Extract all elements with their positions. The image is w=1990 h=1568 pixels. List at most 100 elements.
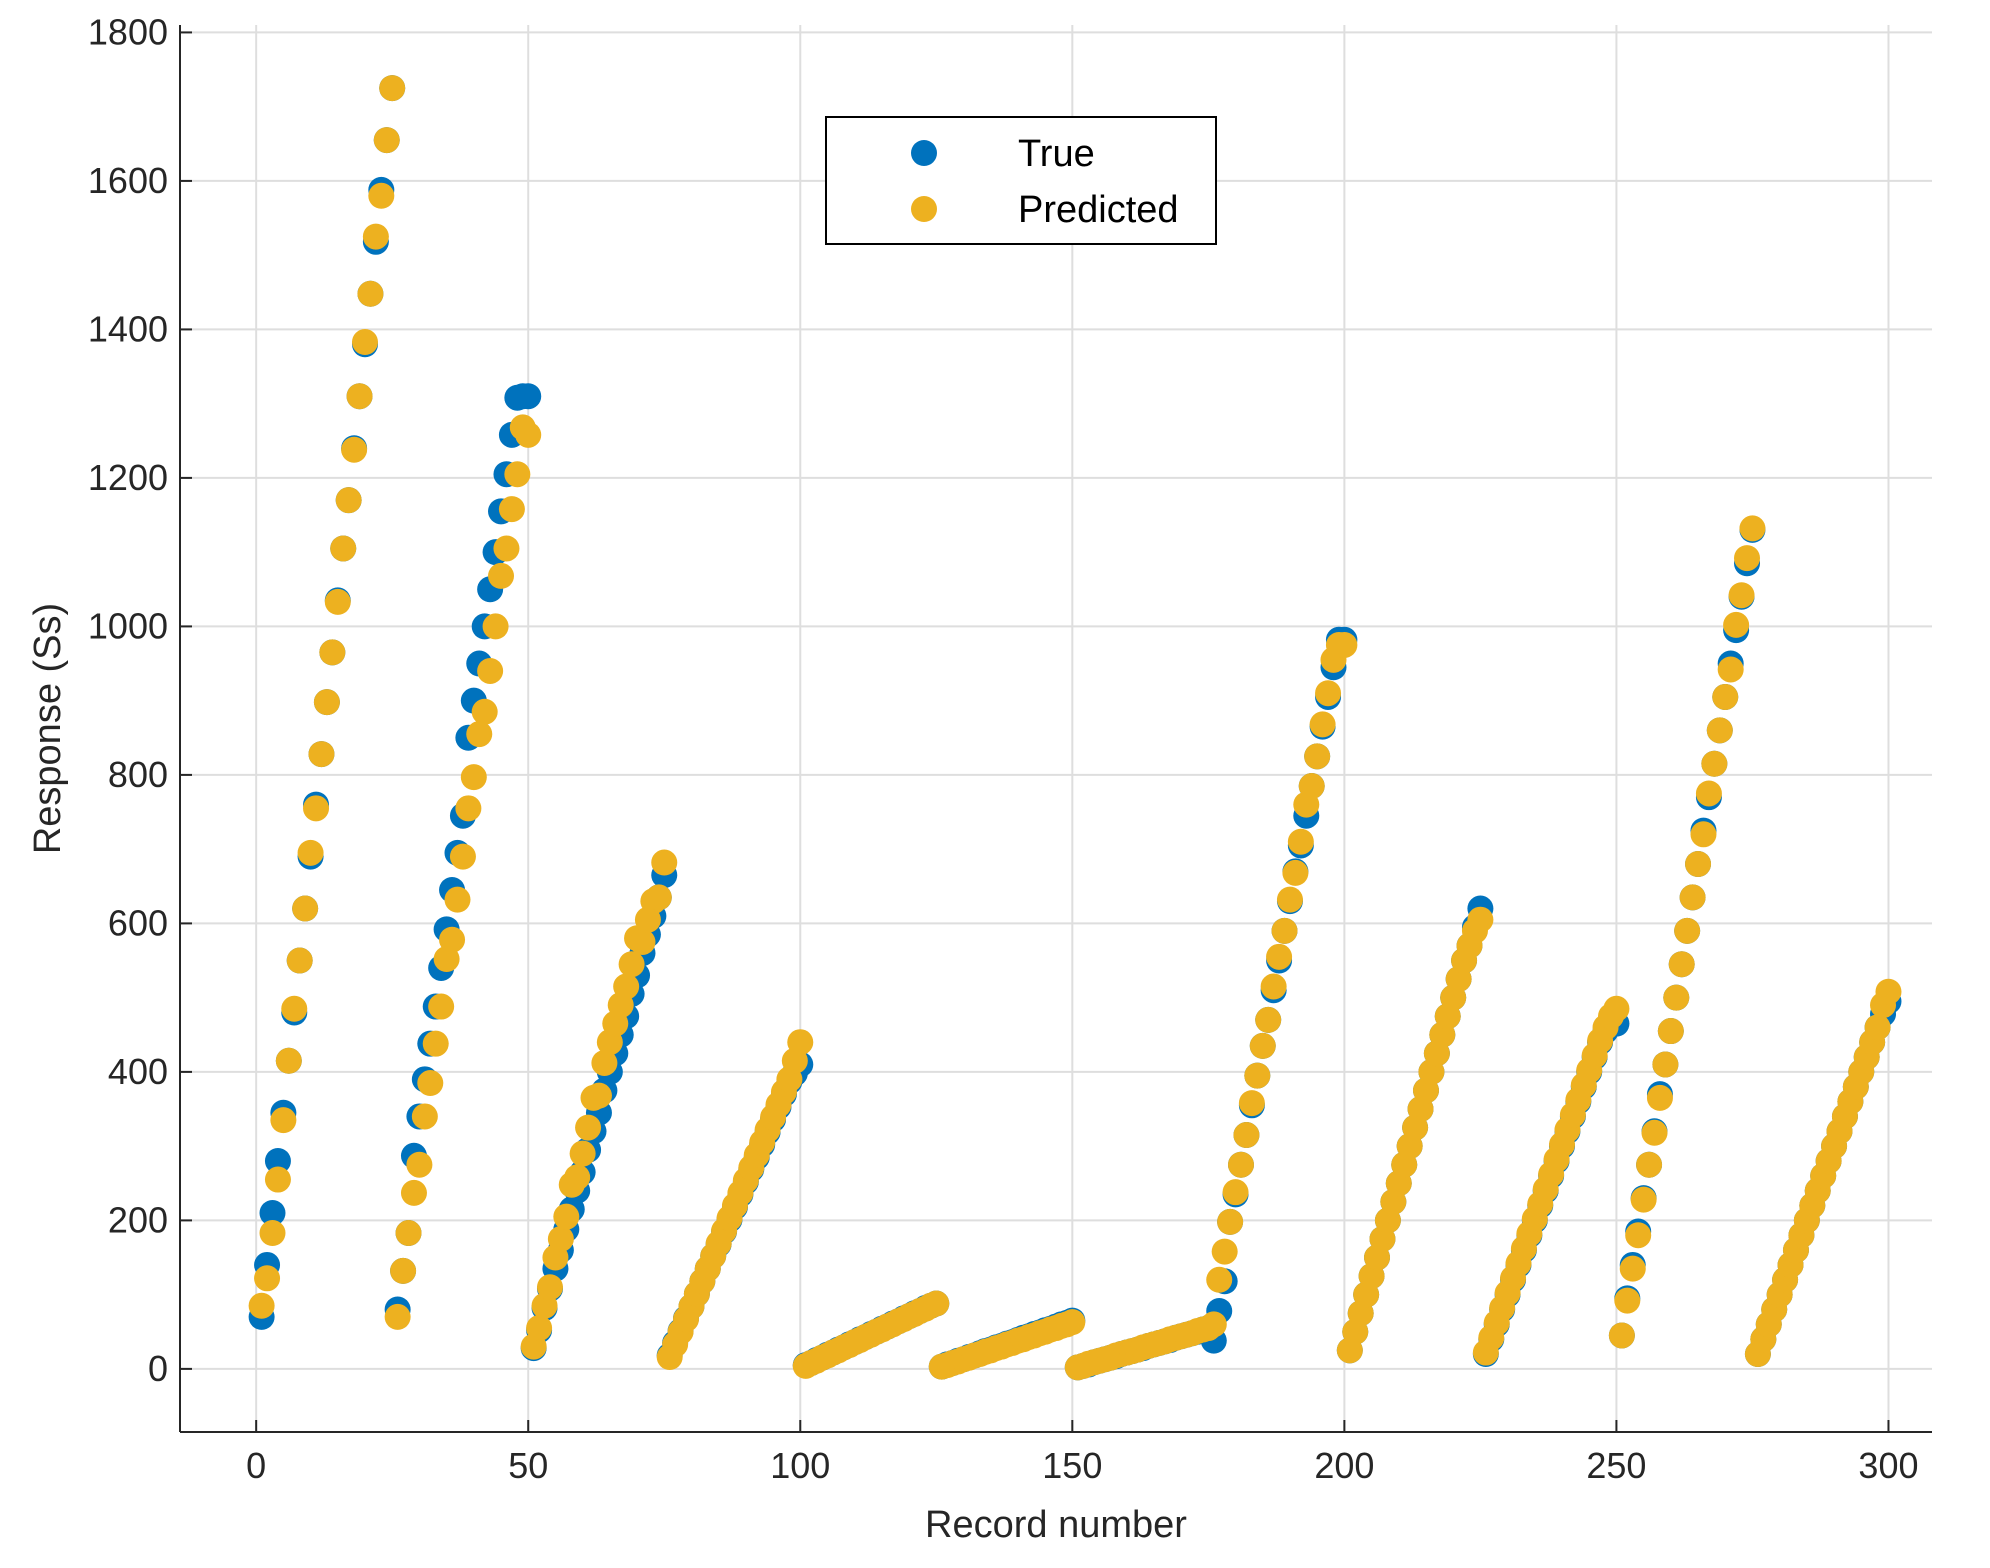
data-point-predicted: [1864, 1014, 1891, 1041]
data-point-predicted: [1244, 1062, 1271, 1089]
y-tick-label: 200: [108, 1199, 168, 1240]
data-point-predicted: [330, 535, 357, 562]
data-point-predicted: [471, 698, 498, 725]
data-point-predicted: [303, 795, 330, 822]
x-tick-label: 250: [1586, 1445, 1646, 1486]
data-point-predicted: [362, 223, 389, 250]
data-point-predicted: [651, 849, 678, 876]
data-point-predicted: [787, 1029, 814, 1056]
data-point-predicted: [1059, 1309, 1086, 1336]
data-point-predicted: [1723, 611, 1750, 638]
data-point-predicted: [1679, 884, 1706, 911]
data-point-predicted: [498, 496, 525, 523]
data-point-predicted: [444, 886, 471, 913]
data-point-predicted: [1331, 631, 1358, 658]
data-point-predicted: [1211, 1238, 1238, 1265]
data-point-predicted: [390, 1257, 417, 1284]
data-point-predicted: [1266, 943, 1293, 970]
data-point-predicted: [373, 127, 400, 154]
data-point-predicted: [575, 1114, 602, 1141]
x-axis-title: Record number: [925, 1504, 1187, 1546]
legend-marker-true: [911, 140, 937, 166]
data-point-predicted: [515, 421, 542, 448]
data-point-predicted: [1255, 1006, 1282, 1033]
data-point-true: [515, 383, 542, 410]
data-point-predicted: [1298, 773, 1325, 800]
data-point-predicted: [292, 895, 319, 922]
data-point-predicted: [1717, 656, 1744, 683]
data-points: [248, 75, 1902, 1381]
data-point-predicted: [1734, 545, 1761, 572]
legend-marker-predicted: [911, 196, 937, 222]
data-point-predicted: [1701, 750, 1728, 777]
data-point-predicted: [1282, 859, 1309, 886]
data-point-predicted: [1315, 680, 1342, 707]
data-point-predicted: [422, 1030, 449, 1057]
data-point-predicted: [1630, 1186, 1657, 1213]
data-point-predicted: [564, 1164, 591, 1191]
data-point-predicted: [618, 951, 645, 978]
data-point-predicted: [1625, 1222, 1652, 1249]
data-point-predicted: [569, 1140, 596, 1167]
data-point-predicted: [411, 1103, 438, 1130]
data-point-predicted: [1233, 1122, 1260, 1149]
data-point-predicted: [455, 795, 482, 822]
axes: [179, 25, 1932, 1433]
data-point-predicted: [553, 1203, 580, 1230]
data-point-predicted: [591, 1049, 618, 1076]
x-tick-label: 50: [508, 1445, 548, 1486]
data-point-predicted: [313, 689, 340, 716]
y-tick-label: 600: [108, 902, 168, 943]
data-point-predicted: [1200, 1311, 1227, 1338]
data-point-predicted: [439, 926, 466, 953]
data-point-predicted: [1287, 828, 1314, 855]
data-point-predicted: [629, 928, 656, 955]
legend-box: [825, 116, 1217, 245]
x-tick-label: 200: [1314, 1445, 1374, 1486]
data-point-predicted: [417, 1070, 444, 1097]
data-point-predicted: [482, 613, 509, 640]
y-axis-title: Response (Ss): [27, 603, 69, 854]
y-tick-label: 1000: [88, 605, 168, 646]
data-point-predicted: [1217, 1208, 1244, 1235]
data-point-predicted: [1657, 1018, 1684, 1045]
data-point-predicted: [259, 1220, 286, 1247]
legend-label-predicted: Predicted: [1018, 189, 1179, 231]
data-point-predicted: [1260, 973, 1287, 1000]
data-point-predicted: [286, 947, 313, 974]
data-point-predicted: [384, 1303, 411, 1330]
data-point-predicted: [254, 1265, 281, 1292]
data-point-predicted: [526, 1315, 553, 1342]
data-point-predicted: [1646, 1084, 1673, 1111]
data-point-predicted: [1608, 1322, 1635, 1349]
y-tick-label: 400: [108, 1051, 168, 1092]
data-point-predicted: [1695, 780, 1722, 807]
data-point-predicted: [1271, 917, 1298, 944]
data-point-predicted: [1728, 582, 1755, 609]
data-point-predicted: [1690, 821, 1717, 848]
data-point-predicted: [1222, 1179, 1249, 1206]
data-point-predicted: [460, 764, 487, 791]
data-point-predicted: [1309, 711, 1336, 738]
data-point-predicted: [1875, 978, 1902, 1005]
data-point-predicted: [477, 657, 504, 684]
y-tick-label: 800: [108, 754, 168, 795]
y-tick-label: 0: [148, 1348, 168, 1389]
data-point-predicted: [1249, 1032, 1276, 1059]
data-point-predicted: [351, 329, 378, 356]
data-point-predicted: [1619, 1255, 1646, 1282]
data-point-predicted: [1641, 1119, 1668, 1146]
data-point-predicted: [1712, 683, 1739, 710]
y-tick-label: 1600: [88, 160, 168, 201]
data-point-predicted: [379, 75, 406, 102]
data-point-predicted: [504, 461, 531, 488]
data-point-predicted: [400, 1179, 427, 1206]
data-point-predicted: [1668, 951, 1695, 978]
y-tick-labels: 0 200 400 600 800 1000 1200 1400 1600 1800: [88, 11, 168, 1388]
data-point-predicted: [281, 995, 308, 1022]
data-point-predicted: [547, 1225, 574, 1252]
data-point-predicted: [270, 1107, 297, 1134]
data-point-predicted: [1652, 1051, 1679, 1078]
